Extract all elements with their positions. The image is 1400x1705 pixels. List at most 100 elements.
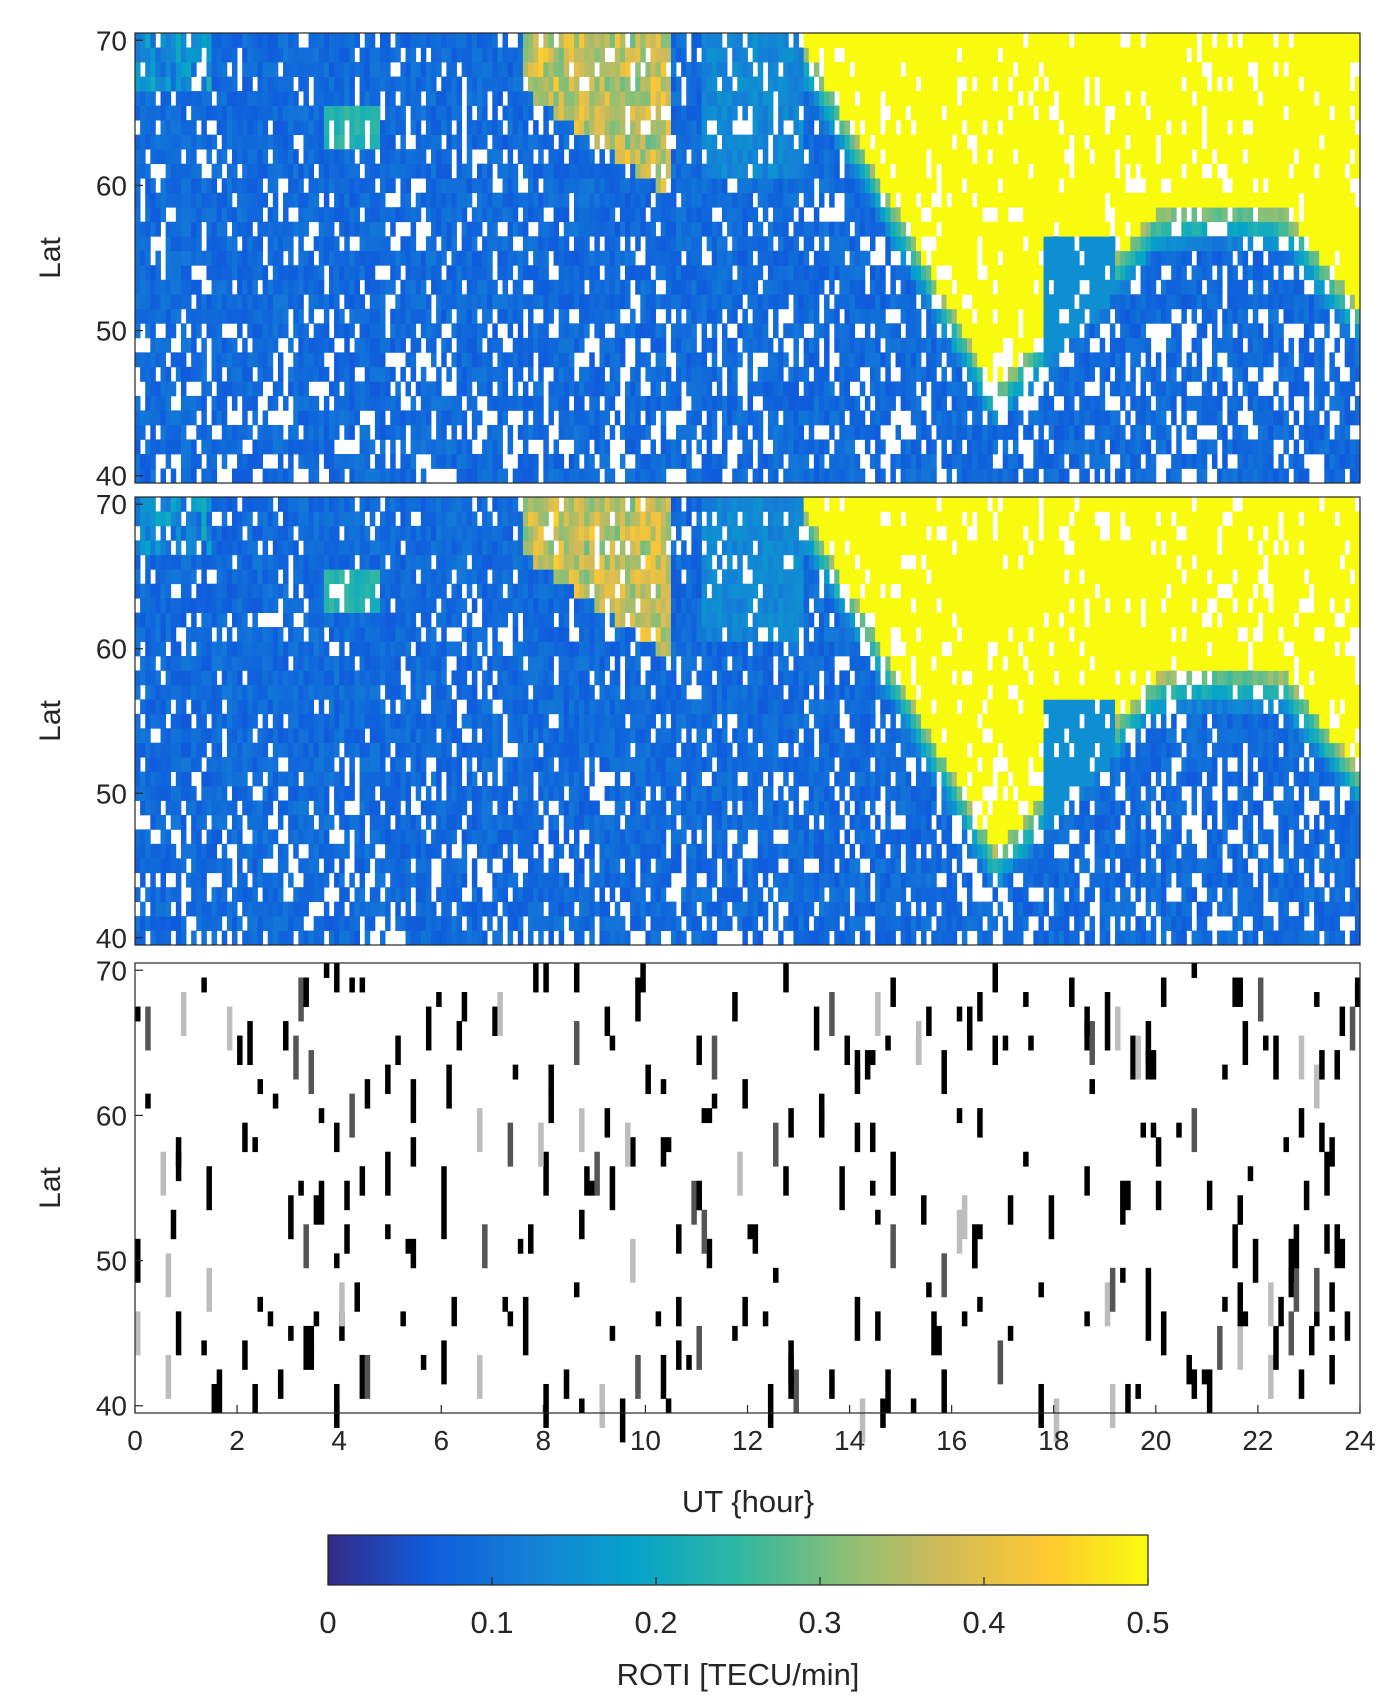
heatmap-cell: [1155, 308, 1162, 324]
heatmap-cell: [180, 352, 187, 368]
heatmap-cell: [1176, 337, 1182, 353]
heatmap-cell: [303, 410, 309, 426]
heatmap-cell: [1314, 439, 1320, 455]
heatmap-cell: [803, 337, 810, 353]
heatmap-cell: [808, 134, 815, 150]
heatmap-cell: [410, 149, 417, 165]
heatmap-cell: [609, 395, 616, 411]
heatmap-cell: [507, 149, 514, 165]
heatmap-cell: [369, 468, 376, 484]
heatmap-cell: [941, 221, 947, 237]
heatmap-cell: [681, 149, 687, 165]
heatmap-cell: [992, 178, 998, 194]
heatmap-cell: [1002, 105, 1009, 121]
heatmap-cell: [308, 395, 315, 411]
heatmap-cell: [267, 178, 274, 194]
heatmap-cell: [237, 149, 243, 165]
heatmap-cell: [1125, 236, 1131, 252]
heatmap-cell: [1252, 410, 1259, 426]
heatmap-cell: [966, 453, 973, 469]
heatmap-cell: [374, 323, 381, 339]
heatmap-cell: [410, 410, 417, 426]
heatmap-cell: [140, 149, 146, 165]
heatmap-cell: [431, 105, 437, 121]
heatmap-cell: [716, 178, 723, 194]
heatmap-cell: [1130, 468, 1136, 484]
heatmap-cell: [599, 192, 605, 208]
heatmap-cell: [339, 250, 345, 266]
heatmap-cell: [380, 221, 386, 237]
heatmap-cell: [303, 381, 309, 397]
heatmap-cell: [1314, 294, 1320, 310]
heatmap-cell: [1038, 134, 1044, 150]
heatmap-cell: [1303, 352, 1310, 368]
heatmap-cell: [665, 250, 672, 266]
heatmap-cell: [211, 265, 218, 281]
heatmap-cell: [170, 279, 177, 295]
heatmap-cell: [1135, 236, 1141, 252]
heatmap-cell: [665, 236, 672, 252]
heatmap-cell: [216, 250, 223, 266]
heatmap-cell: [237, 439, 243, 455]
heatmap-cell: [1278, 250, 1284, 266]
heatmap-cell: [242, 294, 248, 310]
heatmap-cell: [875, 294, 881, 310]
heatmap-cell: [941, 439, 947, 455]
heatmap-cell: [808, 395, 815, 411]
heatmap-cell: [150, 120, 156, 136]
heatmap-cell: [711, 308, 718, 324]
heatmap-cell: [961, 468, 968, 484]
heatmap-cell: [150, 192, 156, 208]
heatmap-cell: [247, 352, 253, 368]
heatmap-cell: [573, 468, 580, 484]
heatmap-cell: [1227, 308, 1233, 324]
heatmap-cell: [175, 192, 182, 208]
heatmap-cell: [502, 250, 508, 266]
heatmap-cell: [1063, 236, 1070, 252]
heatmap-cell: [1227, 439, 1233, 455]
heatmap-cell: [1293, 439, 1300, 455]
heatmap-cell: [528, 424, 534, 440]
heatmap-cell: [849, 395, 856, 411]
heatmap-cell: [180, 236, 187, 252]
heatmap-cell: [859, 468, 866, 484]
heatmap-cell: [1247, 178, 1254, 194]
heatmap-cell: [476, 120, 483, 136]
heatmap-cell: [625, 134, 631, 150]
heatmap-cell: [696, 250, 702, 266]
heatmap-cell: [941, 134, 947, 150]
heatmap-cell: [737, 236, 743, 252]
heatmap-cell: [471, 207, 478, 223]
heatmap-cell: [1135, 120, 1141, 136]
heatmap-cell: [864, 337, 871, 353]
heatmap-cell: [1201, 207, 1208, 223]
heatmap-cell: [1288, 236, 1295, 252]
heatmap-cell: [747, 279, 753, 295]
heatmap-cell: [844, 294, 850, 310]
heatmap-cell: [1099, 337, 1106, 353]
heatmap-cell: [977, 453, 983, 469]
heatmap-cell: [635, 134, 641, 150]
heatmap-cell: [584, 163, 590, 179]
heatmap-cell: [625, 236, 631, 252]
heatmap-cell: [328, 439, 335, 455]
heatmap-cell: [425, 439, 432, 455]
heatmap-cell: [864, 294, 871, 310]
heatmap-cell: [1206, 120, 1213, 136]
heatmap-cell: [140, 279, 146, 295]
heatmap-cell: [1053, 352, 1060, 368]
heatmap-cell: [1217, 250, 1223, 266]
heatmap-cell: [1125, 323, 1131, 339]
heatmap-cell: [987, 337, 993, 353]
heatmap-cell: [237, 308, 243, 324]
heatmap-cell: [323, 91, 330, 106]
heatmap-cell: [670, 294, 677, 310]
heatmap-cell: [1023, 192, 1029, 208]
heatmap-cell: [721, 120, 728, 136]
heatmap-cell: [231, 178, 238, 194]
heatmap-cell: [308, 352, 315, 368]
heatmap-cell: [604, 352, 611, 368]
heatmap-cell: [252, 192, 258, 208]
heatmap-cell: [1002, 163, 1009, 179]
heatmap-cell: [150, 279, 156, 295]
